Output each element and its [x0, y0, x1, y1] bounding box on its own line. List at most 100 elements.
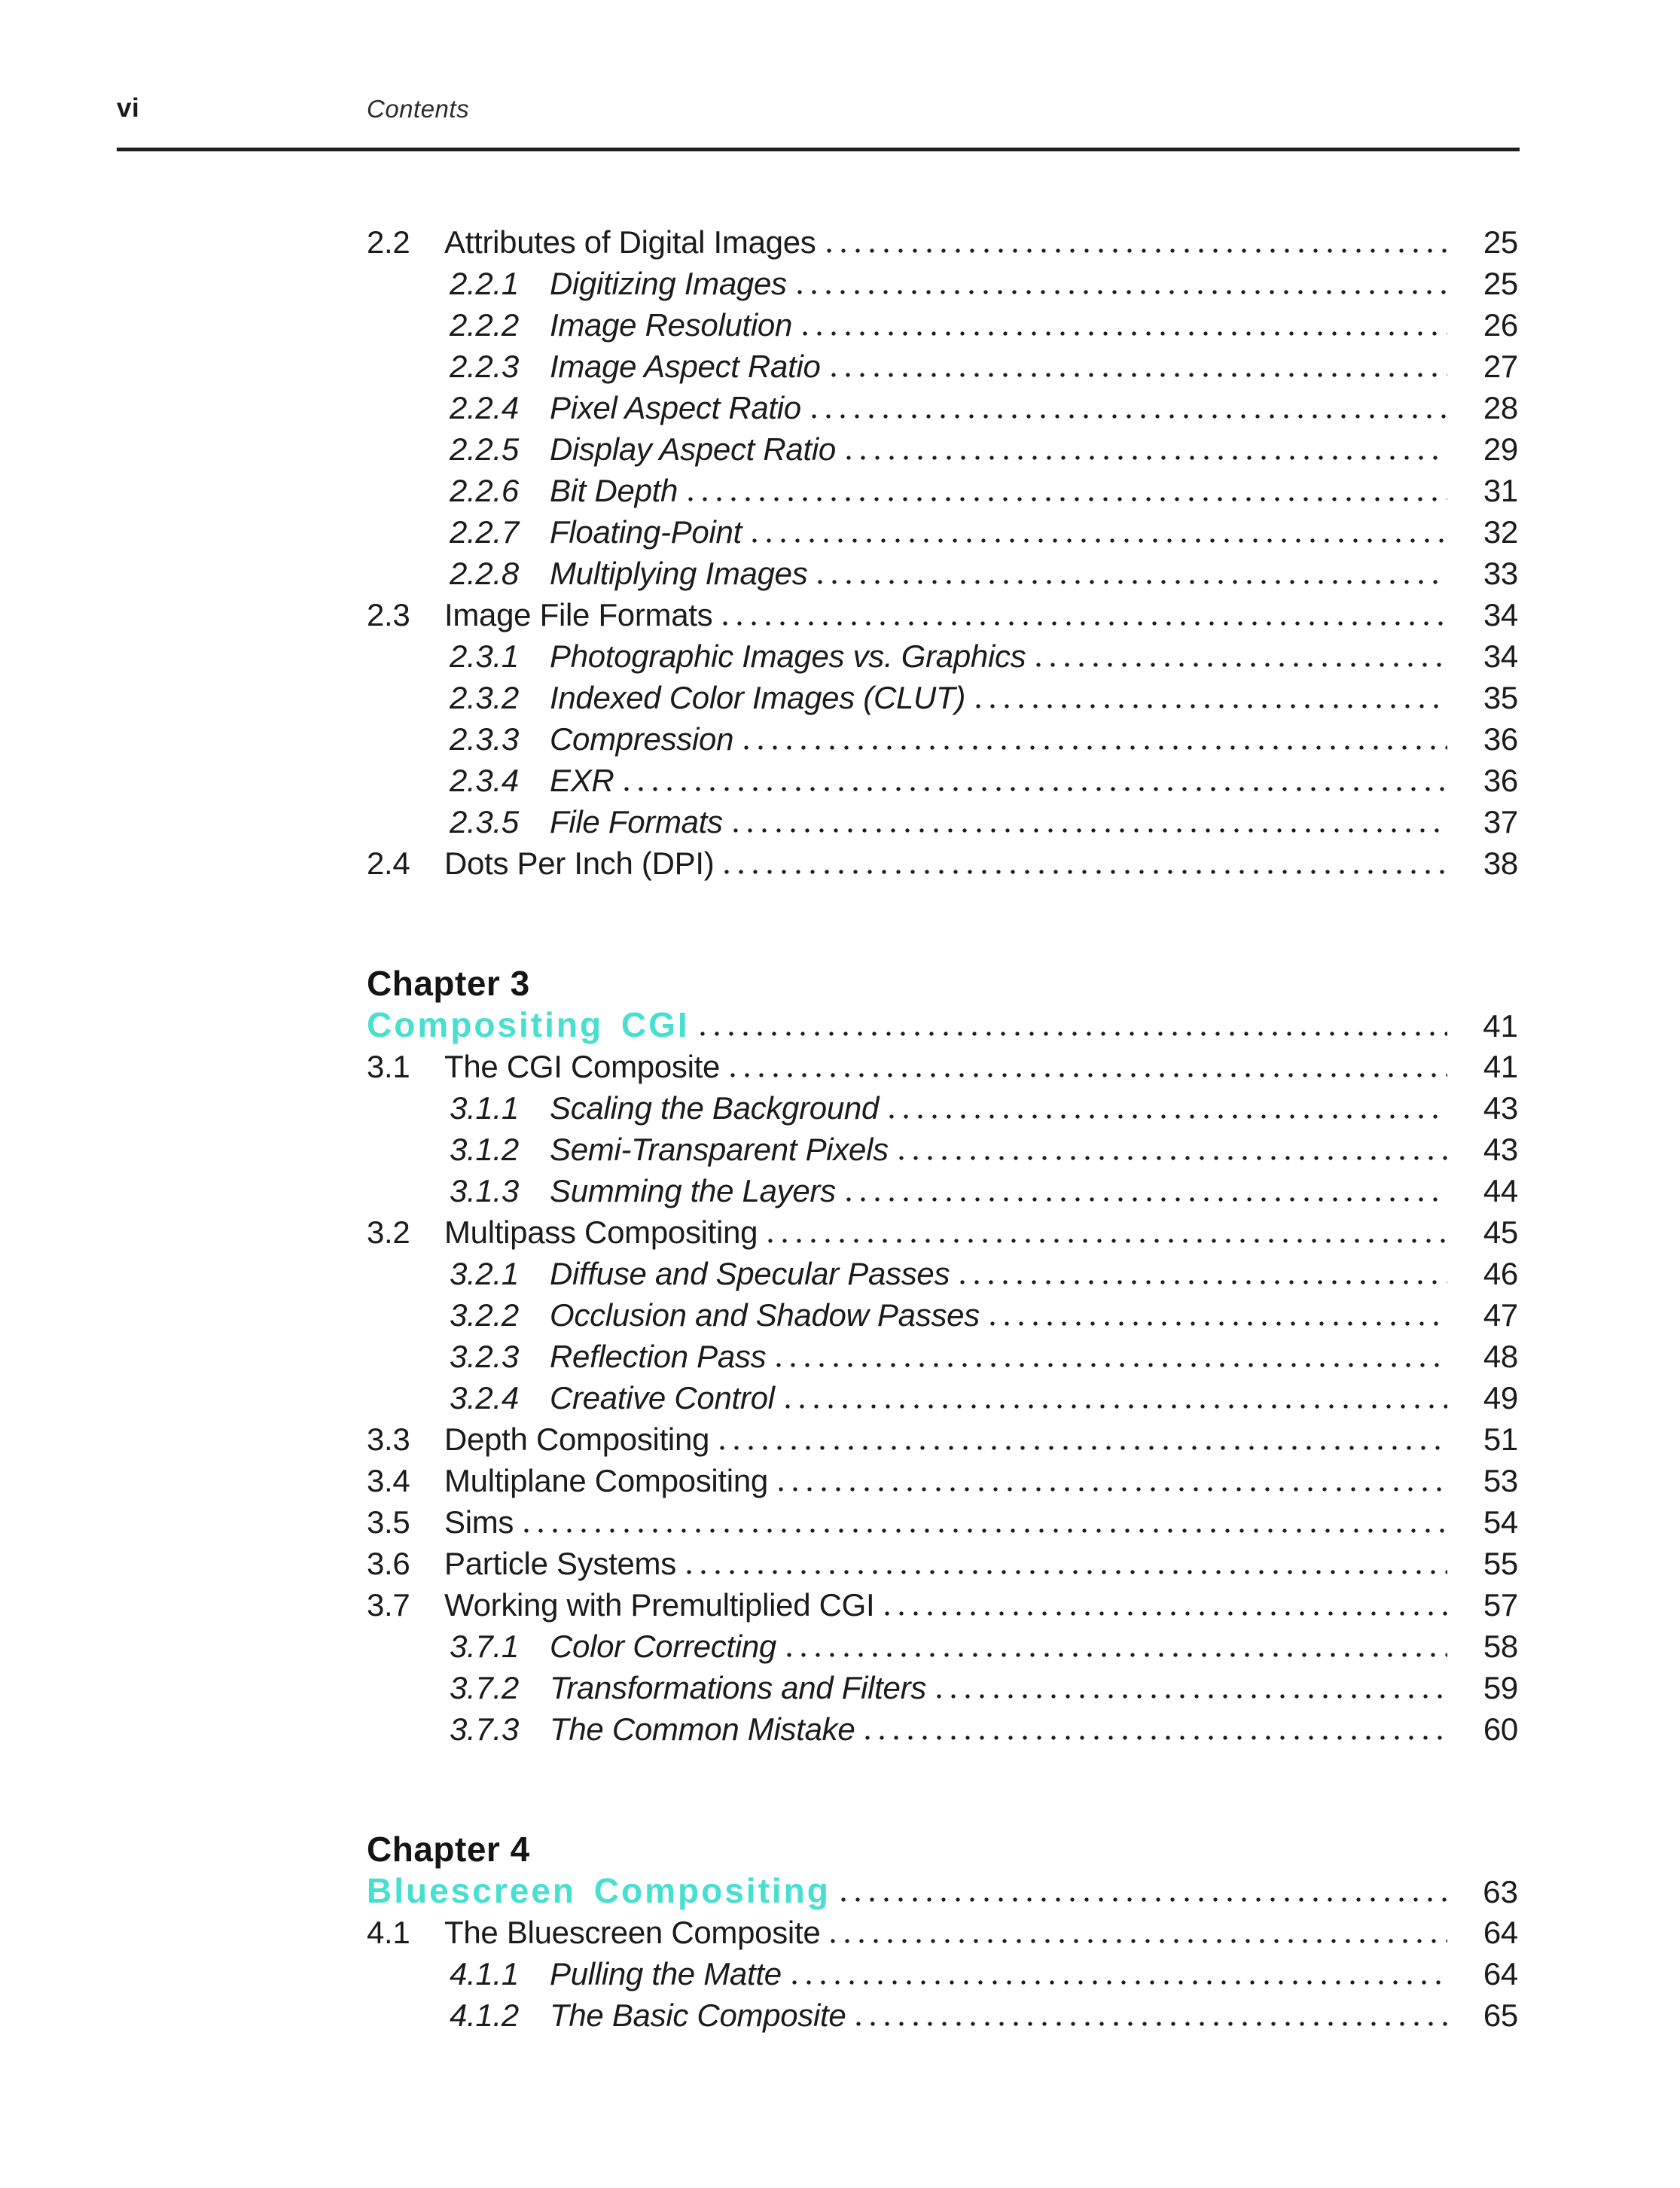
- toc-entry: 2.2.4 Pixel Aspect Ratio 28: [367, 387, 1518, 428]
- entry-title: Reflection Pass: [550, 1339, 767, 1374]
- dot-leader: [688, 497, 1447, 501]
- entry-title: Pulling the Matte: [550, 1956, 782, 1991]
- entry-page-number: 31: [1483, 473, 1518, 508]
- entry-title: Working with Premultiplied CGI: [444, 1587, 875, 1623]
- entry-page-number: 36: [1483, 721, 1518, 757]
- toc-entry: 3.2.2 Occlusion and Shadow Passes 47: [367, 1294, 1518, 1336]
- toc-entry: 2.4 Dots Per Inch (DPI) 38: [367, 843, 1518, 884]
- entry-page-number: 28: [1483, 390, 1518, 425]
- entry-page-number: 64: [1483, 1956, 1518, 1991]
- header-rule: [117, 148, 1520, 151]
- entry-page-number: 65: [1483, 1998, 1518, 2033]
- entry-number: 2.2.5: [450, 431, 519, 467]
- toc-entry: 4.1 The Bluescreen Composite 64: [367, 1912, 1518, 1953]
- toc-entry: 2.2.3 Image Aspect Ratio 27: [367, 346, 1518, 387]
- entry-page-number: 51: [1483, 1422, 1518, 1457]
- dot-leader: [811, 414, 1447, 419]
- entry-title: Bit Depth: [550, 473, 678, 508]
- dot-leader: [720, 1446, 1447, 1450]
- running-title: Contents: [367, 95, 470, 123]
- dot-leader: [624, 787, 1447, 791]
- chapter-label: Chapter 3: [367, 964, 530, 1003]
- entry-number: 2.2.8: [450, 556, 519, 591]
- entry-title: Pixel Aspect Ratio: [550, 390, 801, 425]
- entry-title: Occlusion and Shadow Passes: [550, 1297, 980, 1333]
- toc: 2.2 Attributes of Digital Images 25 2.2.…: [367, 221, 1518, 2036]
- entry-number: 2.3.5: [450, 804, 519, 840]
- dot-leader: [733, 828, 1447, 833]
- toc-entry: 4.1.2 The Basic Composite 65: [367, 1994, 1518, 2036]
- dot-leader: [826, 248, 1447, 253]
- dot-leader: [778, 1487, 1447, 1492]
- toc-entry: 3.1.1 Scaling the Background 43: [367, 1087, 1518, 1129]
- dot-leader: [818, 580, 1447, 584]
- dot-leader: [846, 1197, 1447, 1202]
- entry-number: 3.7.2: [450, 1670, 519, 1705]
- entry-number: 3.2.1: [450, 1256, 519, 1291]
- dot-leader: [1036, 663, 1447, 667]
- entry-number: 2.3.4: [450, 763, 519, 798]
- entry-title: Display Aspect Ratio: [550, 431, 836, 467]
- entry-number: 2.3.1: [450, 638, 519, 674]
- entry-title: The Common Mistake: [550, 1711, 855, 1747]
- entry-number: 2.2.3: [450, 349, 519, 384]
- toc-entry: 2.2.6 Bit Depth 31: [367, 470, 1518, 511]
- entry-title: Sims: [444, 1504, 514, 1540]
- dot-leader: [831, 373, 1447, 377]
- entry-number: 3.7.1: [450, 1629, 519, 1664]
- entry-number: 3.1: [367, 1049, 410, 1084]
- toc-entry: 3.3 Depth Compositing 51: [367, 1419, 1518, 1460]
- chapter-title-row: Compositing CGI 41: [367, 1004, 1518, 1046]
- entry-page-number: 60: [1483, 1711, 1518, 1747]
- entry-number: 3.2.3: [450, 1339, 519, 1374]
- entry-number: 3.1.1: [450, 1090, 519, 1126]
- entry-number: 3.5: [367, 1504, 410, 1540]
- toc-entry: 2.2.1 Digitizing Images 25: [367, 263, 1518, 304]
- entry-title: Indexed Color Images (CLUT): [550, 680, 966, 715]
- entry-page-number: 41: [1483, 1049, 1518, 1084]
- toc-entry: 3.7.2 Transformations and Filters 59: [367, 1667, 1518, 1708]
- toc-entry: 2.2.7 Floating-Point 32: [367, 511, 1518, 553]
- entry-number: 3.1.2: [450, 1132, 519, 1167]
- chapter-title: Compositing CGI: [367, 1005, 690, 1044]
- page-folio: vi: [117, 93, 140, 123]
- entry-page-number: 37: [1483, 804, 1518, 840]
- entry-page-number: 43: [1483, 1132, 1518, 1167]
- chapter-label: Chapter 4: [367, 1830, 530, 1869]
- dot-leader: [831, 1939, 1447, 1943]
- dot-leader: [786, 1653, 1447, 1657]
- entry-title: EXR: [550, 763, 614, 798]
- toc-entry: 3.1 The CGI Composite 41: [367, 1046, 1518, 1087]
- toc-entry: 2.2.8 Multiplying Images 33: [367, 553, 1518, 594]
- dot-leader: [768, 1239, 1447, 1243]
- entry-page-number: 25: [1483, 266, 1518, 301]
- entry-page-number: 38: [1483, 846, 1518, 881]
- dot-leader: [730, 1073, 1447, 1077]
- entry-number: 2.2.6: [450, 473, 519, 508]
- dot-leader: [752, 538, 1447, 543]
- dot-leader: [936, 1694, 1447, 1699]
- entry-number: 4.1: [367, 1915, 410, 1950]
- entry-title: Creative Control: [550, 1380, 775, 1415]
- entry-number: 2.3.3: [450, 721, 519, 757]
- dot-leader: [744, 745, 1447, 750]
- dot-leader: [803, 331, 1447, 336]
- entry-title: Semi-Transparent Pixels: [550, 1132, 889, 1167]
- dot-leader: [898, 1156, 1447, 1160]
- entry-page-number: 46: [1483, 1256, 1518, 1291]
- dot-leader: [989, 1321, 1447, 1326]
- toc-entry: 2.2 Attributes of Digital Images 25: [367, 221, 1518, 263]
- dot-leader: [865, 1735, 1447, 1740]
- dot-leader: [785, 1404, 1447, 1409]
- entry-number: 3.6: [367, 1546, 410, 1581]
- dot-leader: [723, 621, 1447, 626]
- entry-title: The Basic Composite: [550, 1998, 846, 2033]
- entry-number: 3.4: [367, 1463, 410, 1498]
- toc-entry: 4.1.1 Pulling the Matte 64: [367, 1953, 1518, 1994]
- entry-title: Multiplane Compositing: [444, 1463, 768, 1498]
- toc-entry: 3.7 Working with Premultiplied CGI 57: [367, 1584, 1518, 1626]
- entry-title: Floating-Point: [550, 514, 742, 550]
- entry-number: 2.4: [367, 846, 410, 881]
- toc-chapter: Chapter 3 Compositing CGI 41: [367, 963, 1518, 1046]
